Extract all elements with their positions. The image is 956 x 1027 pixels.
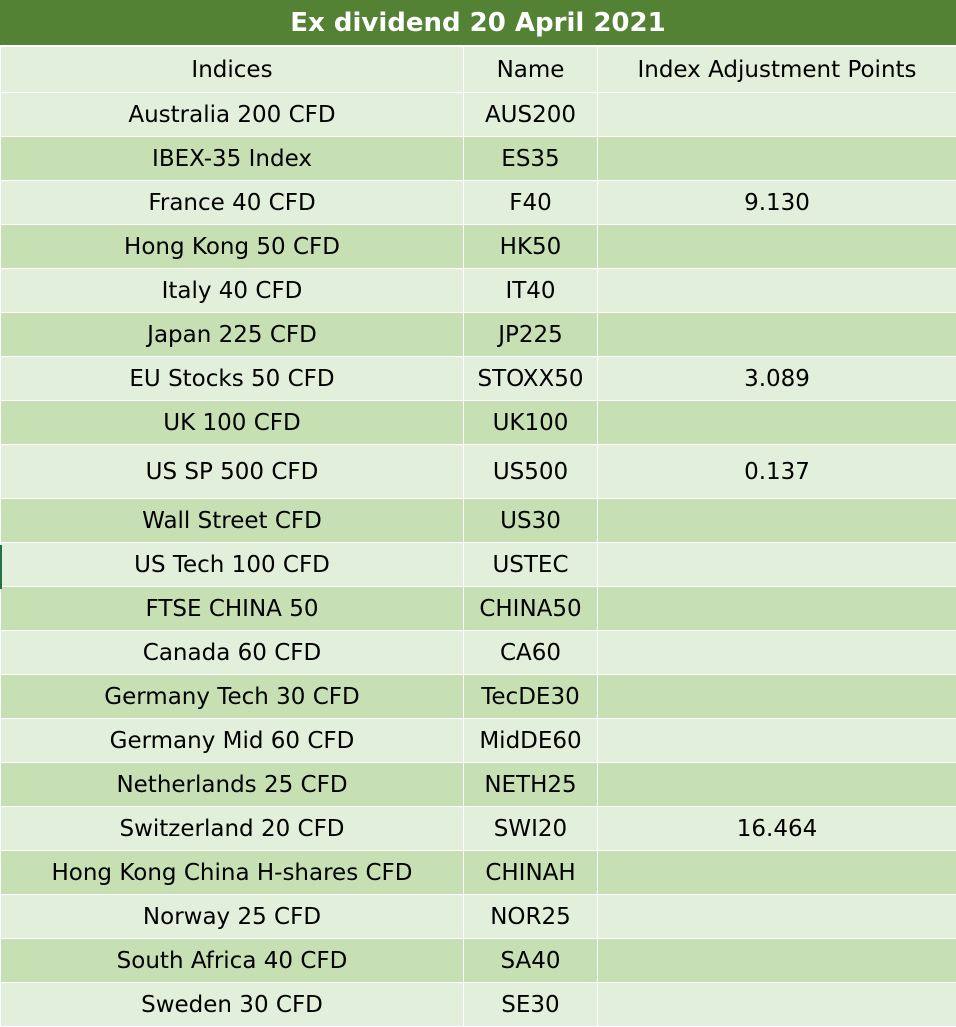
cell-points[interactable] (598, 939, 956, 983)
cell-points[interactable] (598, 631, 956, 675)
cell-index[interactable]: US Tech 100 CFD (1, 543, 464, 587)
cell-name[interactable]: NOR25 (464, 895, 598, 939)
cell-name[interactable]: SWI20 (464, 807, 598, 851)
cell-name[interactable]: CA60 (464, 631, 598, 675)
cell-name[interactable]: HK50 (464, 225, 598, 269)
cell-points[interactable]: 3.089 (598, 357, 956, 401)
cell-index[interactable]: EU Stocks 50 CFD (1, 357, 464, 401)
cell-points[interactable] (598, 401, 956, 445)
table-title[interactable]: Ex dividend 20 April 2021 (0, 0, 956, 46)
cell-points[interactable] (598, 93, 956, 137)
cell-index[interactable]: Sweden 30 CFD (1, 983, 464, 1027)
cell-name[interactable]: SE30 (464, 983, 598, 1027)
cell-name[interactable]: UK100 (464, 401, 598, 445)
selection-edge-marker (0, 545, 2, 589)
header-name[interactable]: Name (464, 47, 598, 93)
dividend-table: Indices Name Index Adjustment Points Aus… (0, 46, 956, 1027)
cell-name[interactable]: AUS200 (464, 93, 598, 137)
cell-index[interactable]: Germany Mid 60 CFD (1, 719, 464, 763)
cell-points[interactable] (598, 587, 956, 631)
cell-name[interactable]: ES35 (464, 137, 598, 181)
cell-name[interactable]: US500 (464, 445, 598, 499)
cell-points[interactable] (598, 137, 956, 181)
cell-index[interactable]: FTSE CHINA 50 (1, 587, 464, 631)
cell-index[interactable]: Hong Kong 50 CFD (1, 225, 464, 269)
header-indices[interactable]: Indices (1, 47, 464, 93)
cell-name[interactable]: STOXX50 (464, 357, 598, 401)
cell-points[interactable] (598, 269, 956, 313)
cell-name[interactable]: F40 (464, 181, 598, 225)
cell-points[interactable] (598, 763, 956, 807)
cell-index[interactable]: UK 100 CFD (1, 401, 464, 445)
cell-index[interactable]: Australia 200 CFD (1, 93, 464, 137)
cell-index[interactable]: US SP 500 CFD (1, 445, 464, 499)
cell-name[interactable]: MidDE60 (464, 719, 598, 763)
cell-points[interactable] (598, 851, 956, 895)
cell-name[interactable]: TecDE30 (464, 675, 598, 719)
cell-name[interactable]: SA40 (464, 939, 598, 983)
cell-name[interactable]: NETH25 (464, 763, 598, 807)
cell-name[interactable]: JP225 (464, 313, 598, 357)
cell-name[interactable]: IT40 (464, 269, 598, 313)
cell-points[interactable]: 9.130 (598, 181, 956, 225)
cell-name[interactable]: CHINA50 (464, 587, 598, 631)
cell-points[interactable] (598, 499, 956, 543)
cell-points[interactable]: 16.464 (598, 807, 956, 851)
cell-index[interactable]: Netherlands 25 CFD (1, 763, 464, 807)
cell-index[interactable]: Japan 225 CFD (1, 313, 464, 357)
cell-name[interactable]: USTEC (464, 543, 598, 587)
cell-index[interactable]: Canada 60 CFD (1, 631, 464, 675)
cell-index[interactable]: Switzerland 20 CFD (1, 807, 464, 851)
cell-index[interactable]: Norway 25 CFD (1, 895, 464, 939)
cell-points[interactable] (598, 675, 956, 719)
header-row: Indices Name Index Adjustment Points (1, 47, 956, 93)
cell-index[interactable]: IBEX-35 Index (1, 137, 464, 181)
cell-points[interactable] (598, 543, 956, 587)
cell-index[interactable]: France 40 CFD (1, 181, 464, 225)
cell-index[interactable]: South Africa 40 CFD (1, 939, 464, 983)
cell-points[interactable] (598, 719, 956, 763)
cell-index[interactable]: Italy 40 CFD (1, 269, 464, 313)
cell-index[interactable]: Wall Street CFD (1, 499, 464, 543)
cell-points[interactable]: 0.137 (598, 445, 956, 499)
cell-points[interactable] (598, 983, 956, 1027)
header-points[interactable]: Index Adjustment Points (598, 47, 956, 93)
cell-name[interactable]: CHINAH (464, 851, 598, 895)
cell-name[interactable]: US30 (464, 499, 598, 543)
cell-points[interactable] (598, 895, 956, 939)
cell-index[interactable]: Germany Tech 30 CFD (1, 675, 464, 719)
cell-points[interactable] (598, 225, 956, 269)
cell-points[interactable] (598, 313, 956, 357)
cell-index[interactable]: Hong Kong China H-shares CFD (1, 851, 464, 895)
